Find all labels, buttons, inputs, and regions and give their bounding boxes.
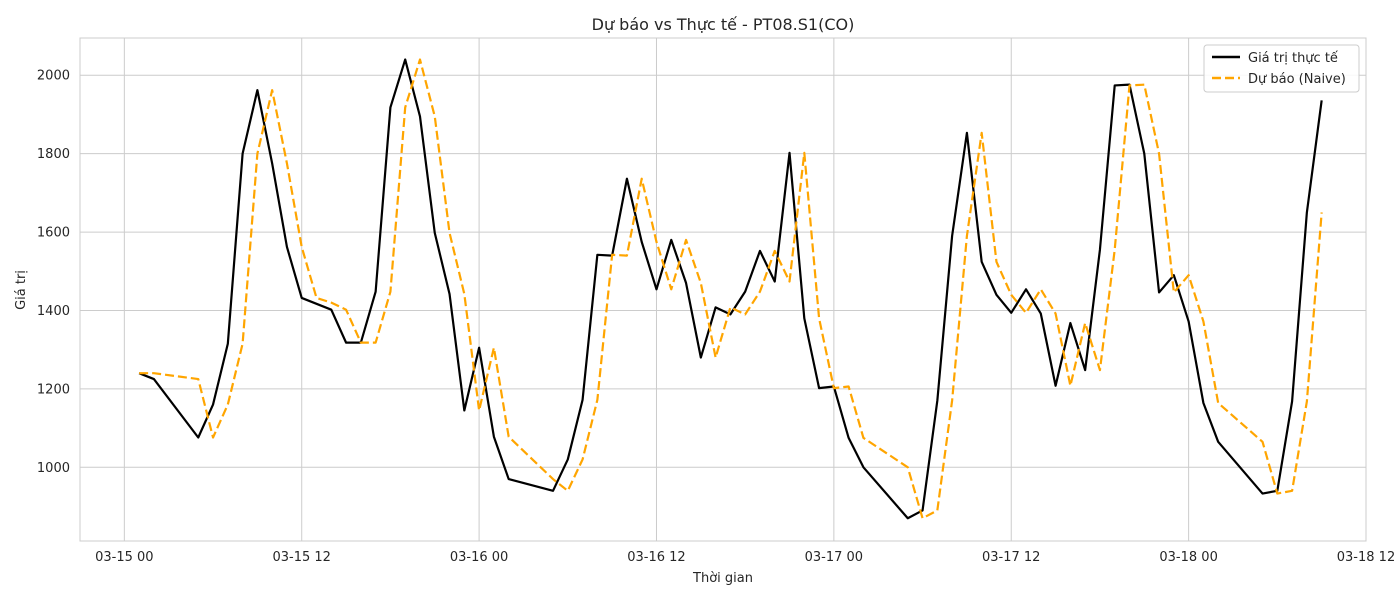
legend: Giá trị thực tế Dự báo (Naive) — [1203, 44, 1360, 93]
x-tick-label: 03-18 00 — [1159, 550, 1217, 565]
legend-label-actual: Giá trị thực tế — [1248, 51, 1338, 66]
grid-lines — [80, 38, 1367, 541]
y-tick-label: 1800 — [37, 147, 70, 162]
y-tick-label: 1000 — [37, 461, 70, 476]
series-line-forecast — [139, 58, 1323, 520]
chart-title: Dự báo vs Thực tế - PT08.S1(CO) — [592, 15, 855, 34]
y-axis-label: Giá trị — [14, 270, 29, 310]
y-tick-label: 2000 — [37, 69, 70, 84]
x-tick-label: 03-17 12 — [982, 550, 1040, 565]
x-tick-label: 03-18 12 — [1337, 550, 1395, 565]
x-tick-labels: 03-15 00 03-15 12 03-16 00 03-16 12 03-17 00… — [95, 550, 1395, 565]
x-tick-label: 03-16 12 — [627, 550, 685, 565]
y-tick-label: 1200 — [37, 382, 70, 397]
legend-box — [1203, 44, 1360, 93]
plot-frame — [79, 37, 1367, 542]
x-tick-label: 03-17 00 — [805, 550, 863, 565]
series-layer — [138, 58, 1323, 520]
x-tick-label: 03-15 12 — [272, 550, 330, 565]
x-tick-label: 03-15 00 — [95, 550, 153, 565]
y-tick-label: 1600 — [37, 226, 70, 241]
legend-label-forecast: Dự báo (Naive) — [1248, 72, 1346, 87]
x-axis-label: Thời gian — [692, 571, 753, 586]
series-line-actual — [138, 58, 1323, 520]
y-tick-labels: 1000 1200 1400 1600 1800 2000 — [37, 69, 70, 476]
x-tick-label: 03-16 00 — [450, 550, 508, 565]
y-tick-label: 1400 — [37, 304, 70, 319]
